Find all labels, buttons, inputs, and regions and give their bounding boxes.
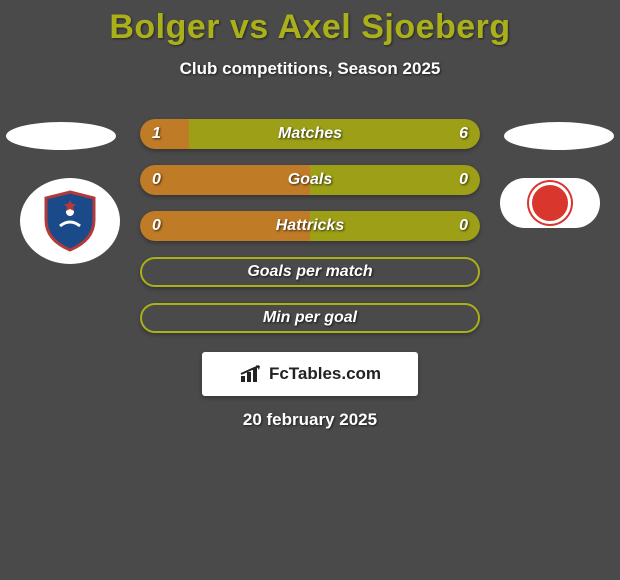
stat-row: 00Goals (140, 165, 480, 195)
stat-row: Min per goal (140, 303, 480, 333)
stat-label: Hattricks (140, 217, 480, 235)
date-label: 20 february 2025 (0, 410, 620, 430)
branding-badge: FcTables.com (202, 352, 418, 396)
stat-label: Matches (140, 125, 480, 143)
page-subtitle: Club competitions, Season 2025 (0, 59, 620, 79)
branding-text: FcTables.com (269, 364, 381, 384)
stat-row: 16Matches (140, 119, 480, 149)
comparison-chart: 16Matches 00Goals 00Hattricks Goals per mat… (0, 119, 620, 379)
stat-row: Goals per match (140, 257, 480, 287)
bars-logo-icon (239, 364, 263, 384)
page-title: Bolger vs Axel Sjoeberg (0, 0, 620, 47)
stat-row: 00Hattricks (140, 211, 480, 241)
stat-label: Goals per match (142, 263, 478, 281)
stat-label: Goals (140, 171, 480, 189)
bars-container: 16Matches 00Goals 00Hattricks Goals per mat… (140, 119, 480, 349)
stat-label: Min per goal (142, 309, 478, 327)
